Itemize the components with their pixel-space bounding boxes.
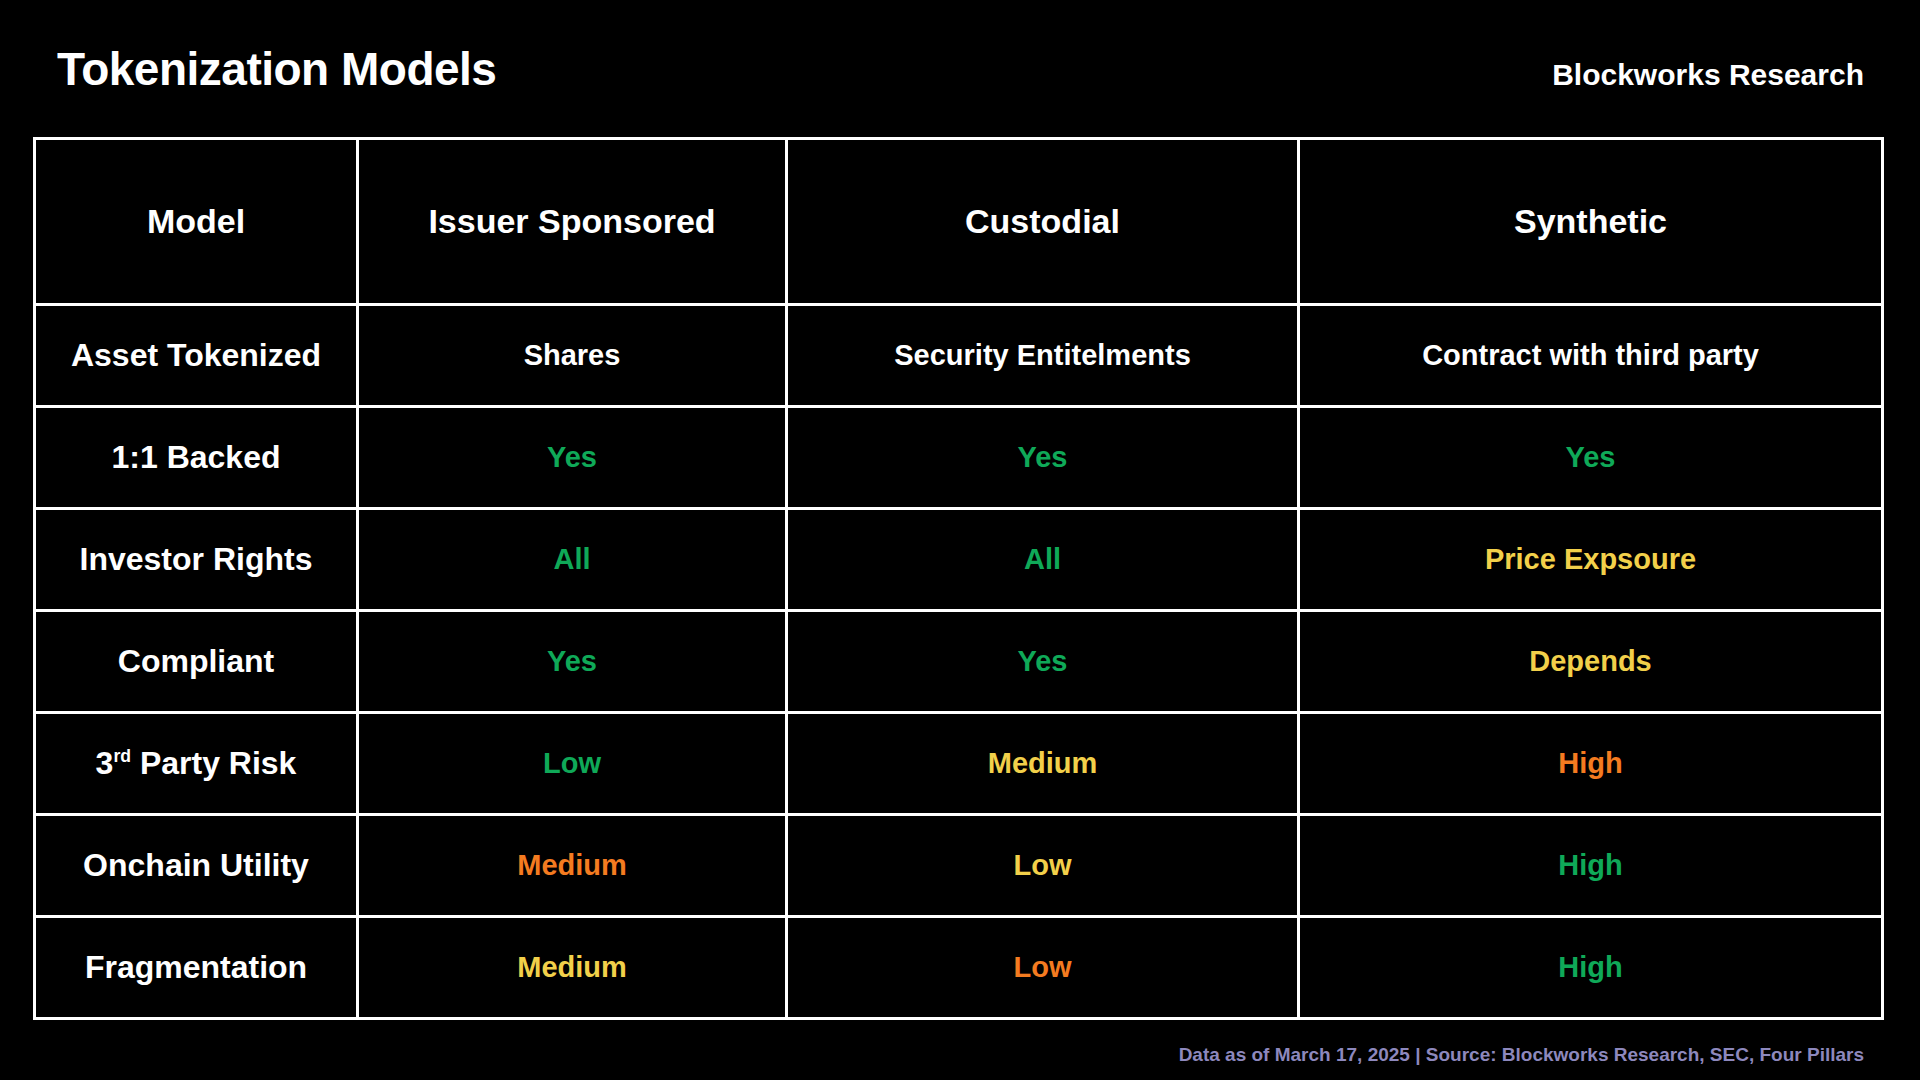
header-row: Model Issuer Sponsored Custodial Synthet… <box>35 139 1883 305</box>
cell-value: Shares <box>358 305 787 407</box>
cell-value: Contract with third party <box>1299 305 1883 407</box>
cell-value: Yes <box>1299 407 1883 509</box>
cell-value: Yes <box>358 407 787 509</box>
column-header-model: Model <box>35 139 358 305</box>
table-row-compliant: Compliant Yes Yes Depends <box>35 611 1883 713</box>
row-label: Onchain Utility <box>35 815 358 917</box>
column-header-custodial: Custodial <box>787 139 1299 305</box>
row-label: 3rd Party Risk <box>35 713 358 815</box>
table-row-fragmentation: Fragmentation Medium Low High <box>35 917 1883 1019</box>
row-label: Investor Rights <box>35 509 358 611</box>
cell-value: All <box>787 509 1299 611</box>
table-body: Asset Tokenized Shares Security Entitelm… <box>35 305 1883 1019</box>
cell-value: All <box>358 509 787 611</box>
row-label: Compliant <box>35 611 358 713</box>
table-row-investor-rights: Investor Rights All All Price Expsoure <box>35 509 1883 611</box>
cell-value: Low <box>358 713 787 815</box>
cell-value: Yes <box>358 611 787 713</box>
tokenization-models-table: Model Issuer Sponsored Custodial Synthet… <box>33 137 1884 1020</box>
page-title: Tokenization Models <box>57 42 496 96</box>
cell-value: High <box>1299 917 1883 1019</box>
cell-value: Yes <box>787 611 1299 713</box>
cell-value: Security Entitelments <box>787 305 1299 407</box>
cell-value: Low <box>787 917 1299 1019</box>
cell-value: Depends <box>1299 611 1883 713</box>
row-label: 1:1 Backed <box>35 407 358 509</box>
cell-value: Price Expsoure <box>1299 509 1883 611</box>
ordinal-superscript: rd <box>113 746 131 766</box>
table-row-1-1-backed: 1:1 Backed Yes Yes Yes <box>35 407 1883 509</box>
table-row-third-party-risk: 3rd Party Risk Low Medium High <box>35 713 1883 815</box>
row-label-base: 3 <box>96 745 114 781</box>
column-header-issuer-sponsored: Issuer Sponsored <box>358 139 787 305</box>
cell-value: Yes <box>787 407 1299 509</box>
table-header: Model Issuer Sponsored Custodial Synthet… <box>35 139 1883 305</box>
cell-value: Medium <box>358 815 787 917</box>
table-row-asset-tokenized: Asset Tokenized Shares Security Entitelm… <box>35 305 1883 407</box>
cell-value: Medium <box>787 713 1299 815</box>
source-footnote: Data as of March 17, 2025 | Source: Bloc… <box>1179 1044 1864 1066</box>
row-label: Asset Tokenized <box>35 305 358 407</box>
row-label: Fragmentation <box>35 917 358 1019</box>
cell-value: High <box>1299 713 1883 815</box>
row-label-rest: Party Risk <box>131 745 296 781</box>
table-row-onchain-utility: Onchain Utility Medium Low High <box>35 815 1883 917</box>
cell-value: High <box>1299 815 1883 917</box>
infographic-canvas: Tokenization Models Blockworks Research … <box>0 0 1920 1080</box>
cell-value: Low <box>787 815 1299 917</box>
top-bar: Tokenization Models Blockworks Research <box>57 42 1864 96</box>
column-header-synthetic: Synthetic <box>1299 139 1883 305</box>
brand-text: Blockworks Research <box>1552 58 1864 96</box>
cell-value: Medium <box>358 917 787 1019</box>
